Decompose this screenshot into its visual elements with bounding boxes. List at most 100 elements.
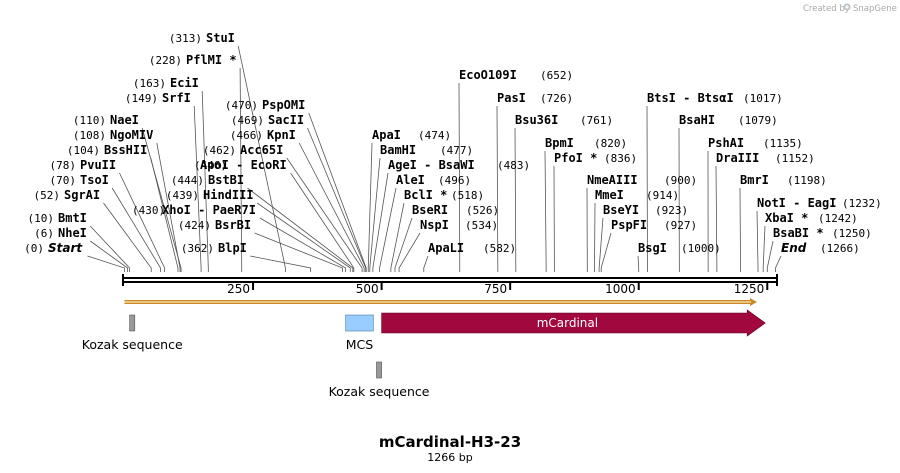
site-start: (0) Start [24,241,83,255]
feature-kozak-sequence-3: Kozak sequence [329,361,430,399]
kozak-box [376,361,382,379]
site-position: (462) [203,144,236,157]
site-name: SacII [268,113,304,127]
site-name: BtsI - BtsαI [647,91,734,105]
site-name: Acc65I [240,143,283,157]
site-position: (923) [655,204,688,217]
site-pflmi: (228) PflMI * [149,53,237,67]
site-name: KpnI [267,128,296,142]
site-name: ApoI - EcoRI [200,158,287,172]
leader-sgrai [103,202,152,272]
site-bsahi: (1079) BsaHI [679,113,778,127]
site-position: (526) [466,204,499,217]
site-name: AgeI - BsaWI [388,158,475,172]
site-position: (1152) [775,152,815,165]
site-name: NaeI [110,113,139,127]
site-position: (1232) [842,197,882,210]
site-bsabi: (1250) BsaBI * [773,226,872,240]
site-position: (914) [646,189,679,202]
leader-bsabi [766,240,774,272]
leader-mmei [594,202,596,272]
site-apai: (474) ApaI [372,128,451,142]
site-position: (900) [664,174,697,187]
site-name: NheI [58,226,87,240]
site-position: (466) [230,129,263,142]
leader-bmri [739,187,741,272]
site-srfi: (149) SrfI [125,91,191,105]
site-pvuii: (78) PvuII [50,158,117,172]
site-position: (104) [67,144,100,157]
site-name: End [781,241,807,255]
leader-pspfi [600,232,612,272]
site-name: NspI [420,218,449,232]
site-name: Bsu36I [515,113,558,127]
leader-agei-bsawi [372,172,389,272]
leader-bsrbi [254,232,343,272]
feature-label: Kozak sequence [329,384,430,399]
leader-bamhi [369,157,381,272]
site-position: (761) [580,114,613,127]
leader-apai [367,142,373,272]
site-xbai: (1242) XbaI * [765,211,858,225]
site-position: (496) [438,174,471,187]
site-name: AleI [396,173,425,187]
leader-bsu36i [514,127,517,272]
site-name: BlpI [218,241,247,255]
site-name: SgrAI [64,188,100,202]
site-position: (474) [418,129,451,142]
site-noti-eagi: (1232) NotI - EagI [757,196,882,210]
site-hindiii: (439) HindIII [166,188,254,202]
leader-srfi [193,105,202,272]
leader-nspi [398,232,421,272]
site-position: (836) [604,152,637,165]
site-name: Start [48,241,83,255]
site-name: BclI * [404,188,447,202]
site-naei: (110) NaeI [73,113,139,127]
site-name: SrfI [162,91,191,105]
site-position: (820) [594,137,627,150]
site-name: StuI [206,31,235,45]
site-name: PflMI * [186,53,237,67]
leader-alei [379,187,397,272]
map-title: mCardinal-H3-23 [379,433,521,451]
leader-blpi [250,255,312,272]
site-btsi-bts-i: (1017) BtsI - BtsαI [647,91,783,105]
site-sgrai: (52) SgrAI [34,188,101,202]
leader-xhoi-paer7i [259,217,347,272]
leader-bsshii [150,157,179,272]
site-position: (927) [664,219,697,232]
site-name: DraIII [716,151,759,165]
site-name: XbaI * [765,211,808,225]
site-position: (1266) [820,242,860,255]
leader-bpmi [544,150,547,272]
site-name: NmeAIII [587,173,638,187]
leader-xbai [762,225,766,272]
site-apali: (582) ApaLI [428,241,516,255]
sequence-ruler: 250 500 750 1000 1250 [122,274,778,296]
site-blpi: (362) BlpI [181,241,247,255]
site-position: (362) [181,242,214,255]
site-bstbi: (444) BstBI [171,173,244,187]
site-pfoi: (836) PfoI * [554,151,637,165]
site-tsoi: (70) TsoI [50,173,109,187]
site-bseyi: (923) BseYI [603,203,688,217]
site-position: (149) [125,92,158,105]
site-name: BseRI [412,203,448,217]
leader-bcli [390,202,405,272]
site-nhei: (6) NheI [34,226,87,240]
ruler-tick-label: 1250 [734,282,765,296]
mcardinal-arrow [381,309,766,337]
leader-acc65i [286,157,363,272]
site-name: NotI - EagI [757,196,836,210]
leader-ecoo109i [458,82,461,272]
site-end: (1266) End [781,241,860,255]
leader-pflmi [239,67,243,272]
site-position: (446) [194,159,227,172]
site-bseri: (526) BseRI [412,203,499,217]
feature-label: mCardinal [537,316,598,330]
site-name: HindIII [203,188,254,202]
site-position: (1198) [787,174,827,187]
site-position: (228) [149,54,182,67]
leader-noti-eagi [756,210,759,272]
site-bpmi: (820) BpmI [545,136,627,150]
